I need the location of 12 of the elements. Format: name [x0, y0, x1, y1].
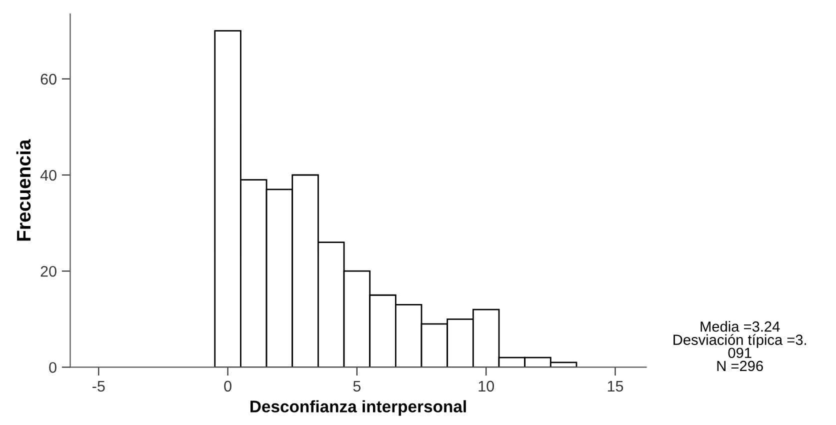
x-tick-label: 10	[478, 380, 494, 392]
x-axis-title: Desconfianza interpersonal	[250, 400, 466, 416]
y-axis-title: Frecuencia	[16, 139, 31, 241]
x-tick-label: 5	[353, 380, 361, 392]
x-tick-label: -5	[92, 380, 105, 392]
x-tick-label: 15	[608, 380, 624, 392]
y-tick-label: 20	[40, 266, 56, 277]
y-tick-label: 40	[40, 170, 56, 181]
text: Media =3.24 Desviación típica =3. 091 N =296	[674, 321, 806, 372]
x-tick-label: 0	[224, 380, 232, 392]
y-tick-label: 0	[49, 362, 56, 373]
y-tick-label: 60	[40, 74, 56, 85]
